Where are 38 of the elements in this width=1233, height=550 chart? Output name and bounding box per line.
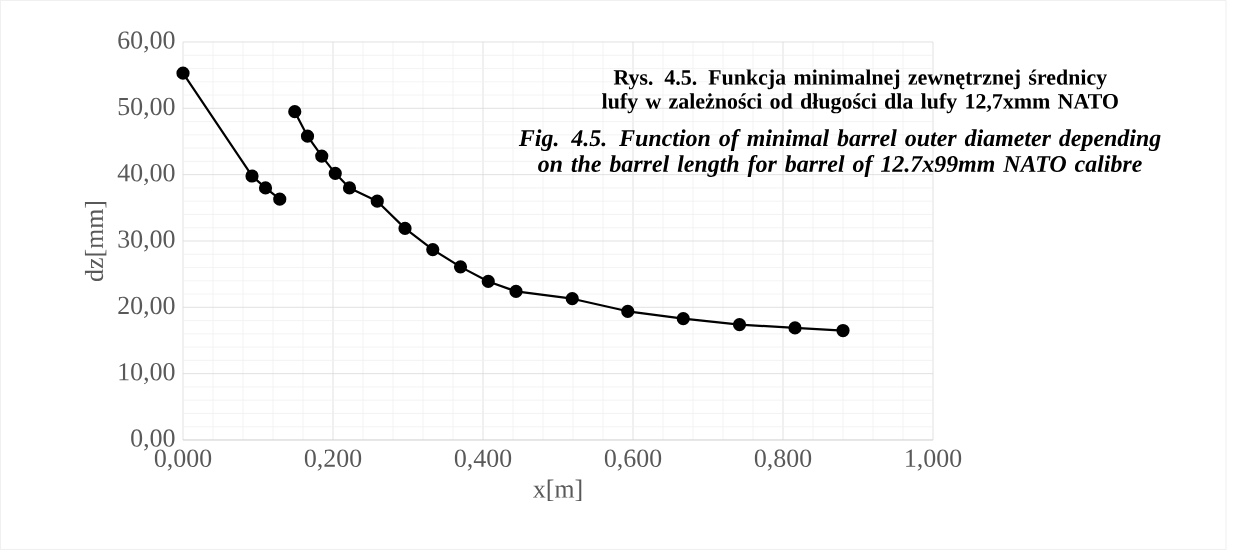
point (509, 284, 523, 298)
y-axis-title: dz[mm] (84, 201, 107, 282)
point (273, 192, 287, 206)
point (342, 181, 357, 195)
point (300, 129, 315, 143)
x-tick-label: 0,600 (604, 449, 662, 471)
point (176, 66, 190, 80)
y-tick-label: 50,00 (118, 97, 175, 119)
text: Fig. 4.5. Function of minimal barrel outer diameter depending on the barrel length for barrel of 12.7x99mm NATO calibre (518, 129, 1161, 177)
point (732, 317, 747, 332)
point (398, 221, 412, 235)
y-tick-label: 0,00 (131, 429, 175, 451)
x-tick-label: 0,800 (754, 449, 812, 471)
point (788, 321, 802, 335)
y-tick-label: 30,00 (118, 230, 175, 252)
y-tick-label: 20,00 (118, 296, 175, 318)
point (288, 105, 302, 119)
point (426, 243, 440, 257)
point (245, 169, 259, 183)
point (621, 304, 635, 318)
point (676, 311, 690, 326)
point (258, 181, 273, 195)
point (370, 194, 384, 208)
point (565, 292, 579, 306)
text: Rys. 4.5. Funkcja minimalnej zewnętrznej średnicy lufy w zależności od długości dla lufy 12,7xmm NATO (602, 69, 1118, 114)
x-tick-label: 0,200 (304, 449, 362, 471)
point (328, 166, 342, 180)
x-tick-label: 1,000 (906, 449, 962, 471)
x-axis-title: x[m] (533, 479, 582, 501)
x-tick-label: 0,400 (454, 449, 512, 471)
point (453, 260, 468, 274)
point (315, 149, 329, 163)
point (836, 323, 850, 338)
y-tick-label: 10,00 (119, 363, 175, 385)
y-tick-label: 60,00 (118, 31, 175, 53)
x-tick-label: 0,000 (154, 449, 212, 471)
point (481, 274, 495, 289)
y-tick-label: 40,00 (117, 164, 175, 186)
